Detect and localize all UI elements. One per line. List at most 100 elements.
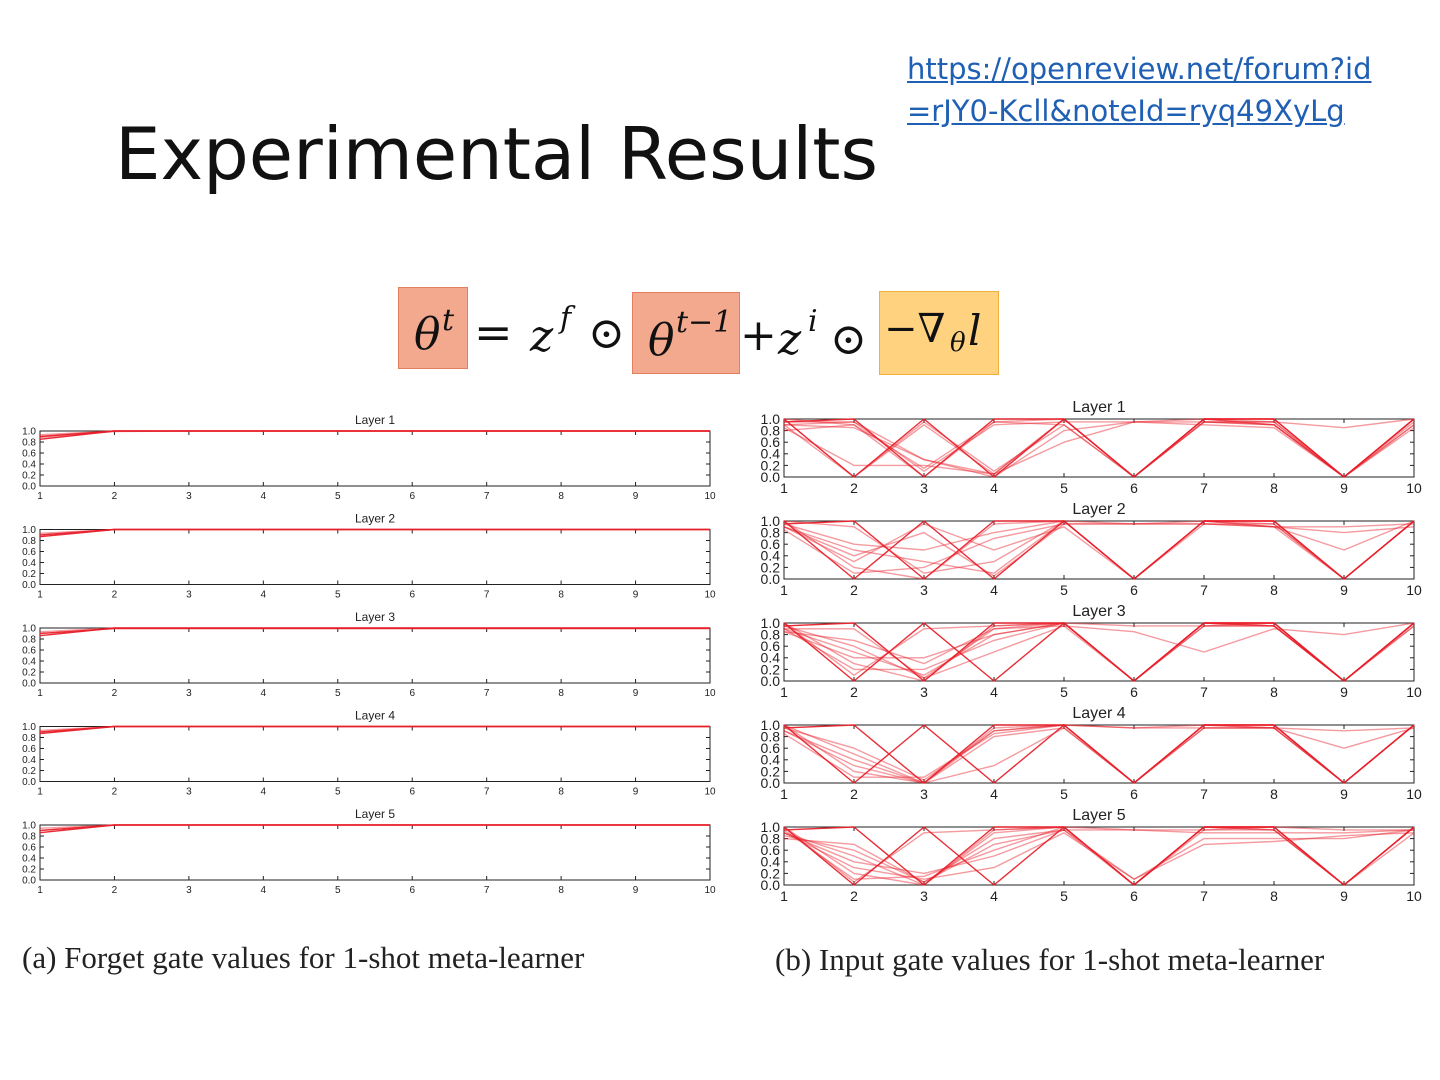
series-line [784, 622, 1415, 682]
y-tick-label: 0.2 [761, 661, 781, 677]
y-tick-label: 0.4 [761, 854, 781, 870]
x-tick-label: 1 [780, 786, 788, 802]
x-tick-label: 5 [335, 590, 341, 601]
y-tick-label: 0.2 [761, 559, 781, 575]
layer-title: Layer 1 [355, 413, 395, 427]
x-tick-label: 6 [409, 491, 415, 502]
series-line [39, 824, 710, 832]
y-tick-label: 1.0 [22, 821, 36, 832]
y-tick-label: 0.8 [22, 832, 36, 843]
x-tick-label: 1 [780, 480, 788, 496]
y-tick-label: 0.4 [761, 446, 781, 462]
layer-title: Layer 3 [355, 610, 395, 624]
x-tick-label: 4 [261, 688, 267, 699]
x-tick-label: 3 [920, 888, 928, 904]
x-tick-label: 8 [1270, 786, 1278, 802]
x-tick-label: 4 [990, 582, 998, 598]
layer-subplot-5: Layer 5 0.00.20.40.60.81.0 1 2 3 4 5 6 7 8 9 10 [22, 807, 716, 896]
x-tick-label: 10 [1406, 786, 1422, 802]
x-tick-label: 3 [920, 582, 928, 598]
series-line [783, 523, 1415, 577]
y-tick-label: 0.6 [22, 449, 36, 460]
y-tick-label: 0.8 [22, 438, 36, 449]
y-tick-label: 0.0 [761, 775, 781, 791]
series-line [39, 528, 710, 534]
hadamard-operator-1: ⊙ [588, 308, 625, 359]
layer-subplot-3: Layer 3 0.00.20.40.60.81.0 1 2 3 4 5 6 7 8 9 10 [761, 603, 1422, 700]
layer-subplot-5: Layer 5 0.00.20.40.60.81.0 1 2 3 4 5 6 7 8 9 10 [761, 807, 1422, 904]
y-tick-label: 0.8 [22, 635, 36, 646]
x-tick-label: 5 [1060, 582, 1068, 598]
series-line [783, 724, 1415, 778]
x-tick-label: 1 [37, 491, 43, 502]
series-line [783, 727, 1415, 784]
x-tick-label: 2 [112, 885, 118, 896]
x-tick-label: 4 [261, 885, 267, 896]
layer-title: Layer 4 [1072, 705, 1125, 722]
series-line [783, 520, 1415, 580]
layer-subplot-4: Layer 4 0.00.20.40.60.81.0 1 2 3 4 5 6 7 8 9 10 [22, 709, 716, 798]
x-tick-label: 6 [1130, 786, 1138, 802]
x-tick-label: 2 [850, 786, 858, 802]
x-tick-label: 7 [484, 885, 490, 896]
x-tick-label: 3 [186, 688, 192, 699]
y-tick-label: 0.2 [22, 766, 36, 777]
layer-subplot-4: Layer 4 0.00.20.40.60.81.0 1 2 3 4 5 6 7 8 9 10 [761, 705, 1422, 802]
x-tick-label: 3 [920, 786, 928, 802]
series-line [39, 824, 710, 829]
layer-title: Layer 3 [1072, 603, 1125, 620]
x-tick-label: 8 [1270, 684, 1278, 700]
caption-a: (a) Forget gate values for 1-shot meta-l… [22, 940, 585, 975]
link-line-1[interactable]: https://openreview.net/forum?id [907, 52, 1372, 86]
x-tick-label: 10 [704, 491, 716, 502]
y-tick-label: 0.6 [22, 646, 36, 657]
theta-tm1-symbol: θ [648, 315, 675, 366]
y-tick-label: 0.6 [761, 740, 781, 756]
openreview-link[interactable]: https://openreview.net/forum?id =rJY0-Kc… [907, 48, 1407, 132]
x-tick-label: 4 [261, 787, 267, 798]
series-line [783, 418, 1415, 478]
x-tick-label: 9 [1340, 480, 1348, 496]
series-line [783, 418, 1415, 478]
series-line [783, 622, 1415, 682]
x-tick-label: 5 [335, 491, 341, 502]
y-tick-label: 0.4 [761, 752, 781, 768]
series-line [784, 418, 1415, 478]
hadamard-operator-2: ⊙ [830, 314, 867, 365]
y-tick-label: 1.0 [761, 717, 781, 733]
series-line [783, 724, 1415, 784]
plot-frame [39, 430, 711, 487]
y-tick-label: 0.4 [22, 755, 36, 766]
x-tick-label: 5 [1060, 480, 1068, 496]
layer-subplot-2: Layer 2 0.00.20.40.60.81.0 1 2 3 4 5 6 7 8 9 10 [22, 512, 716, 601]
y-tick-label: 1.0 [22, 624, 36, 635]
x-tick-label: 2 [850, 480, 858, 496]
y-tick-label: 0.0 [22, 777, 36, 788]
y-tick-label: 0.2 [22, 865, 36, 876]
x-tick-label: 3 [920, 480, 928, 496]
x-tick-label: 10 [704, 590, 716, 601]
series-line [783, 520, 1415, 580]
y-tick-label: 1.0 [22, 427, 36, 438]
x-tick-label: 10 [704, 787, 716, 798]
x-tick-label: 3 [920, 684, 928, 700]
series-line [783, 724, 1415, 784]
layer-title: Layer 4 [355, 709, 395, 723]
series-line [783, 520, 1415, 580]
x-tick-label: 2 [850, 684, 858, 700]
x-tick-label: 6 [1130, 684, 1138, 700]
y-tick-label: 0.8 [761, 627, 781, 643]
link-line-2[interactable]: =rJY0-Kcll&noteId=ryq49XyLg [907, 94, 1345, 128]
x-tick-label: 8 [558, 688, 564, 699]
series-line [39, 725, 710, 732]
y-tick-label: 0.0 [761, 469, 781, 485]
theta-t-highlight [398, 287, 468, 369]
equals-sign: = [474, 305, 513, 359]
x-tick-label: 2 [112, 491, 118, 502]
x-tick-label: 7 [1200, 888, 1208, 904]
y-tick-label: 0.0 [22, 580, 36, 591]
x-tick-label: 7 [1200, 786, 1208, 802]
x-tick-label: 6 [1130, 888, 1138, 904]
series-line [783, 829, 1415, 883]
theta-t-symbol: θ [414, 309, 441, 360]
